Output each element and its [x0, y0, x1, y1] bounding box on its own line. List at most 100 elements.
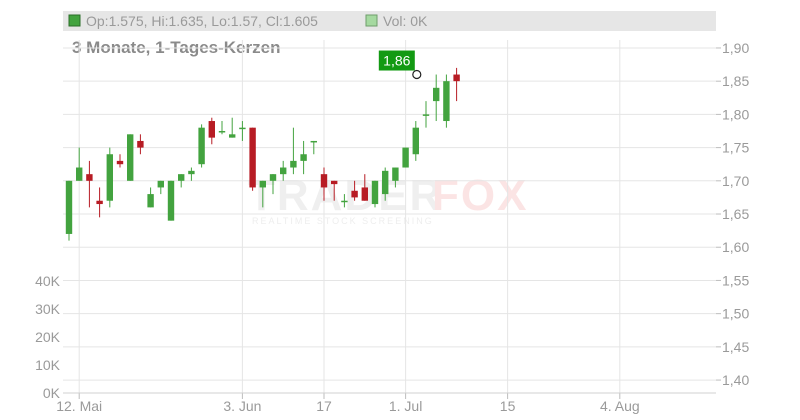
candle-body [198, 127, 205, 165]
candle-body [167, 180, 175, 221]
candle [167, 180, 175, 221]
candle [300, 140, 307, 175]
price-tick-label: 1,55 [722, 272, 749, 288]
candle-body [361, 187, 368, 201]
header-bar [63, 11, 716, 31]
volume-tick-label: 10K [35, 357, 61, 373]
watermark-tagline: REALTIME STOCK SCREENING [252, 216, 434, 226]
candle-body [310, 140, 317, 143]
candle-body [433, 87, 440, 102]
candle-body [188, 170, 195, 175]
candle [239, 121, 246, 141]
candle-body [402, 147, 409, 168]
candle [106, 147, 113, 208]
date-tick-label: 3. Jun [223, 398, 261, 414]
volume-readout: Vol: 0K [383, 13, 428, 29]
volume-tick-label: 30K [35, 301, 61, 317]
candle-body [239, 127, 246, 130]
date-tick-label: 15 [500, 398, 516, 414]
volume-tick-label: 20K [35, 329, 61, 345]
candle-body [290, 160, 297, 168]
price-axis: 1,90 1,85 1,80 1,75 1,70 1,65 1,60 1,55 1,50 1,45… [716, 40, 749, 388]
candle [320, 167, 328, 201]
date-tick-label: 17 [316, 398, 332, 414]
candle [361, 174, 368, 201]
price-tick-label: 1,80 [722, 106, 749, 122]
candle-body [127, 134, 134, 181]
candle-body [351, 190, 358, 198]
candle [65, 180, 73, 241]
candle [188, 167, 195, 181]
candle-body [412, 127, 419, 155]
candle [76, 147, 83, 181]
price-tick-label: 1,65 [722, 206, 749, 222]
watermark-brand-left: TRADER [248, 171, 443, 220]
price-tick-label: 1,40 [722, 372, 749, 388]
candle-body [76, 167, 83, 181]
candle-body [137, 140, 144, 148]
candle [178, 174, 185, 188]
candle [137, 134, 144, 155]
watermark-brand-right: FOX [432, 171, 528, 220]
candle [147, 187, 154, 208]
candle-body [106, 154, 113, 201]
candle-body [443, 81, 450, 122]
candle-body [208, 121, 215, 138]
candle [198, 124, 205, 168]
price-tick-label: 1,45 [722, 339, 749, 355]
date-axis: 12. Mai 3. Jun 17 1. Jul 15 4. Aug [56, 393, 640, 414]
extreme-markers: 1,86 [378, 50, 422, 80]
candle [402, 147, 409, 168]
candle [351, 180, 358, 201]
candle-body [157, 180, 164, 188]
price-tick-label: 1,85 [722, 73, 749, 89]
volume-tick-label: 0K [43, 385, 61, 401]
candle [86, 160, 93, 208]
candle [157, 180, 164, 195]
date-tick-label: 12. Mai [56, 398, 102, 414]
candle [412, 121, 419, 161]
high-marker-box [378, 50, 415, 71]
candle-body [269, 174, 277, 181]
price-tick-label: 1,60 [722, 239, 749, 255]
candle [218, 121, 226, 135]
candle-body [96, 200, 103, 205]
candle-body [280, 167, 287, 175]
candle [280, 160, 287, 181]
price-tick-label: 1,75 [722, 140, 749, 156]
candle [443, 74, 450, 128]
candle-body [259, 180, 266, 188]
candle [331, 180, 338, 201]
candle-body [341, 200, 348, 203]
candle [310, 140, 317, 155]
candle [422, 101, 430, 128]
volume-tick-label: 40K [35, 273, 61, 289]
candle [259, 180, 266, 208]
volume-legend-swatch [365, 14, 378, 27]
candle [116, 154, 124, 168]
candles [65, 67, 460, 241]
candle-body [147, 194, 154, 208]
candle-body [116, 160, 124, 165]
candle-body [453, 74, 460, 82]
candle-body [382, 170, 389, 195]
date-tick-label: 1. Jul [389, 398, 422, 414]
candle-body [218, 130, 226, 133]
candle-body [86, 174, 93, 181]
candle [269, 174, 277, 195]
candle [341, 194, 348, 208]
candle-body [371, 180, 379, 205]
candle [249, 127, 256, 191]
candle [382, 167, 389, 201]
candle-body [300, 154, 307, 161]
candle-body [320, 174, 328, 188]
ohlc-legend-swatch [68, 14, 81, 27]
high-marker-dot [412, 69, 422, 80]
candle-body [229, 134, 236, 138]
candle [229, 117, 236, 138]
price-tick-label: 1,50 [722, 306, 749, 322]
candle [290, 127, 297, 175]
candle [453, 67, 460, 102]
